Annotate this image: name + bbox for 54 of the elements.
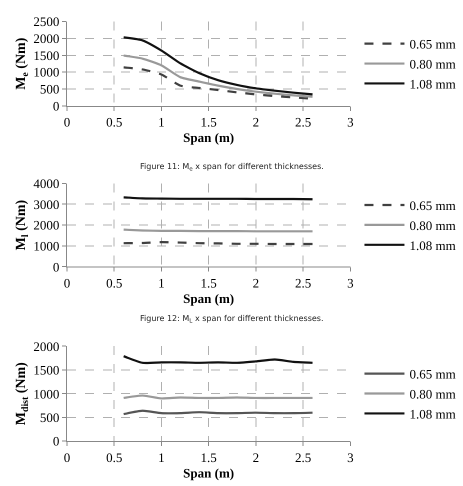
line-series xyxy=(122,355,314,364)
x-tick-label: 1 xyxy=(158,275,165,290)
x-tick-label: 0.5 xyxy=(106,275,122,290)
y-tick-label: 2000 xyxy=(33,338,60,354)
x-tick-label: 2.5 xyxy=(294,275,312,290)
y-tick-label: 0 xyxy=(52,434,60,449)
legend-label: 0.65 mm xyxy=(409,366,456,382)
x-tick-label: 3 xyxy=(347,275,354,290)
y-tick-label: 4000 xyxy=(33,176,60,191)
x-axis-title: Span (m) xyxy=(183,465,234,480)
y-tick-label: 2000 xyxy=(33,218,60,233)
y-tick-label: 0 xyxy=(52,98,60,114)
x-tick-label: 2 xyxy=(252,275,260,290)
y-tick-label: 1500 xyxy=(33,48,60,63)
x-tick-label: 0 xyxy=(64,114,70,130)
legend-label: 1.08 mm xyxy=(409,76,456,92)
x-tick-label: 1 xyxy=(158,114,165,130)
y-tick-label: 2000 xyxy=(33,30,60,46)
y-tick-label: 1000 xyxy=(33,386,60,402)
y-tick-label: 2500 xyxy=(33,14,60,30)
x-tick-label: 1.5 xyxy=(200,450,217,465)
legend-label: 0.65 mm xyxy=(409,198,456,214)
x-axis-title: Span (m) xyxy=(183,130,234,146)
y-tick-label: 1000 xyxy=(33,64,60,80)
x-tick-label: 3 xyxy=(347,450,354,465)
x-tick-label: 1 xyxy=(158,450,165,465)
y-tick-label: 3000 xyxy=(33,196,60,212)
x-tick-label: 0 xyxy=(64,275,70,290)
legend-label: 0.65 mm xyxy=(409,36,456,52)
caption: Figure 11: M$_{e}$ x span for different thicknesses. xyxy=(140,162,324,173)
x-tick-label: 0.5 xyxy=(106,450,122,465)
x-tick-label: 1.5 xyxy=(200,114,217,130)
y-tick-label: 1000 xyxy=(33,238,60,254)
legend-label: 1.08 mm xyxy=(409,238,456,253)
caption: Figure 12: M$_{L}$ x span for different thicknesses. xyxy=(140,314,324,325)
x-tick-label: 2.5 xyxy=(294,450,312,465)
x-tick-label: 2 xyxy=(252,450,260,465)
x-tick-label: 1.5 xyxy=(200,275,217,290)
x-tick-label: 3 xyxy=(347,114,354,130)
legend-label: 0.80 mm xyxy=(409,386,456,402)
y-tick-label: 500 xyxy=(40,410,60,425)
line-series xyxy=(122,54,314,98)
legend-label: 0.80 mm xyxy=(409,56,456,72)
line-series xyxy=(122,36,314,96)
legend-label: 1.08 mm xyxy=(409,406,456,422)
x-tick-label: 2.5 xyxy=(294,114,312,130)
y-tick-label: 0 xyxy=(52,259,60,274)
x-tick-label: 2 xyxy=(252,114,260,130)
y-tick-label: 500 xyxy=(40,82,60,97)
x-axis-title: Span (m) xyxy=(183,290,234,306)
x-tick-label: 0.5 xyxy=(106,114,122,130)
legend-label: 0.80 mm xyxy=(409,218,456,233)
x-tick-label: 0 xyxy=(64,450,70,465)
y-tick-label: 1500 xyxy=(33,362,60,378)
